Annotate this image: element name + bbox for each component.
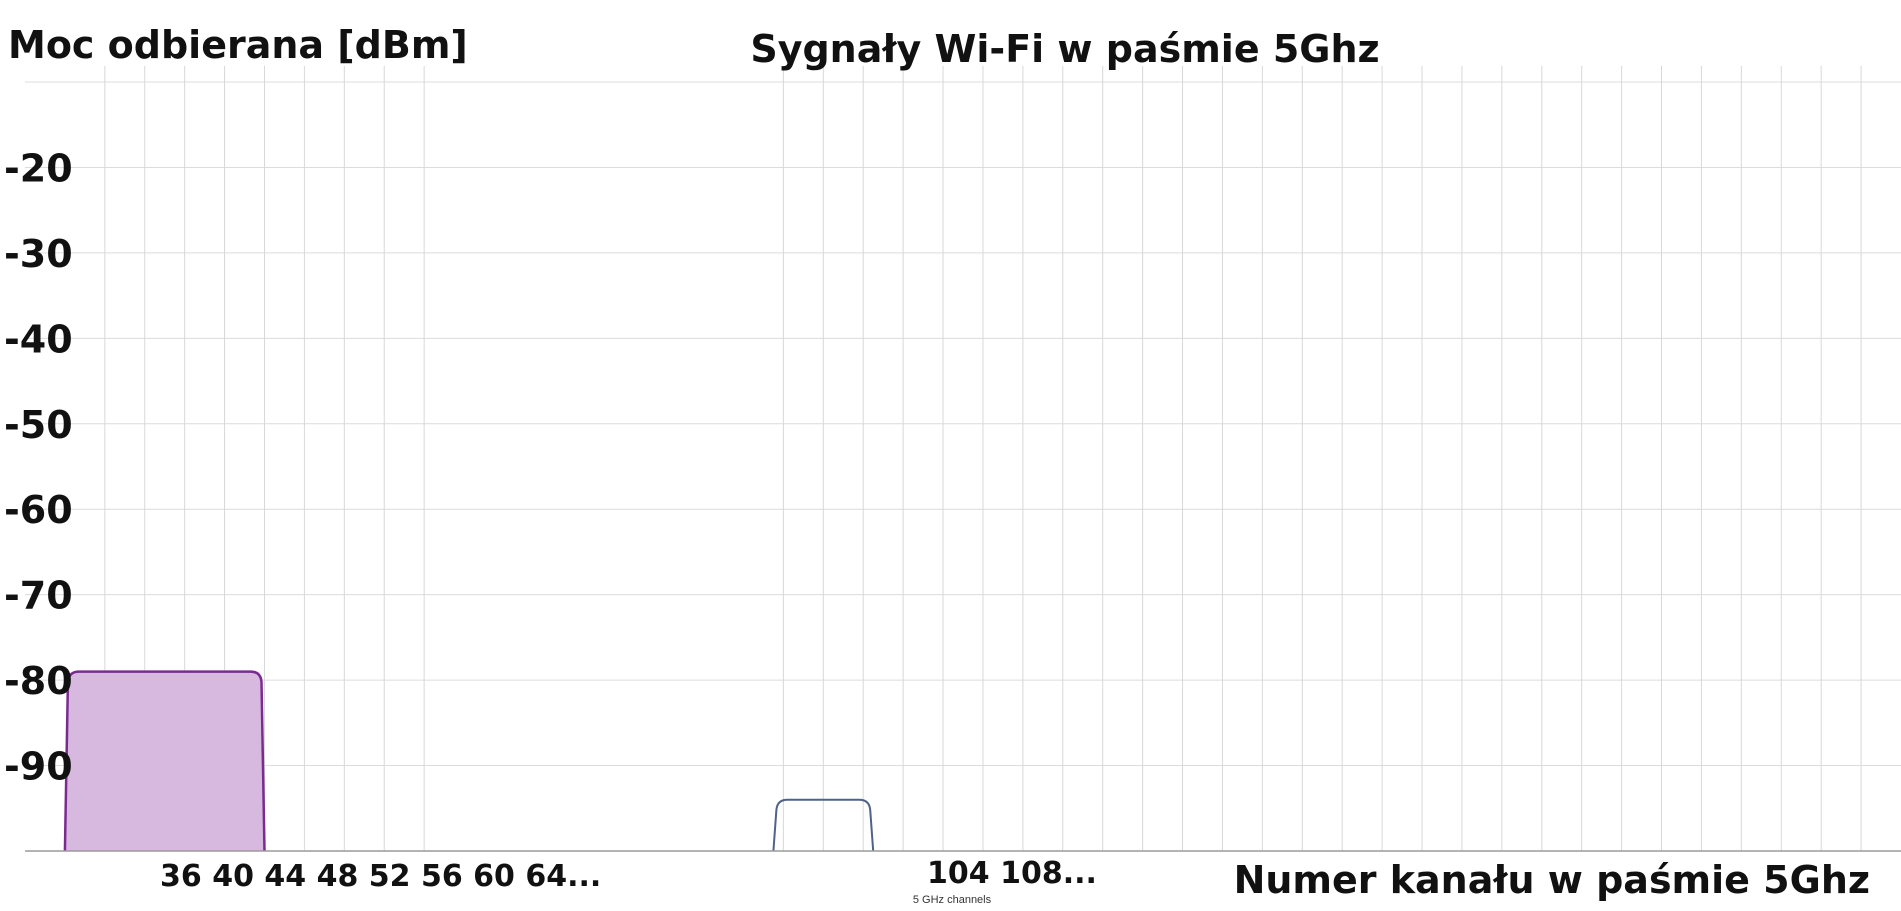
x-tick-group-high: 104 108...: [927, 856, 1097, 891]
y-tick-label: -80: [4, 659, 73, 703]
x-tick-group-low: 36 40 44 48 52 56 60 64...: [160, 859, 601, 894]
x-axis-footnote: 5 GHz channels: [913, 894, 992, 906]
y-tick-label: -50: [4, 403, 73, 447]
signal-series-0: [63, 670, 266, 852]
y-tick-label: -70: [4, 574, 73, 618]
y-tick-label: -20: [4, 146, 73, 190]
y-tick-label: -30: [4, 232, 73, 276]
y-tick-label: -60: [4, 488, 73, 532]
signal-series-1: [772, 798, 875, 852]
chart-title: Sygnały Wi-Fi w paśmie 5Ghz: [750, 27, 1379, 71]
y-tick-label: -90: [4, 745, 73, 789]
y-tick-label: -40: [4, 317, 73, 361]
x-axis-title: Numer kanału w paśmie 5Ghz: [1234, 858, 1870, 902]
y-axis-title: Moc odbierana [dBm]: [8, 23, 468, 67]
